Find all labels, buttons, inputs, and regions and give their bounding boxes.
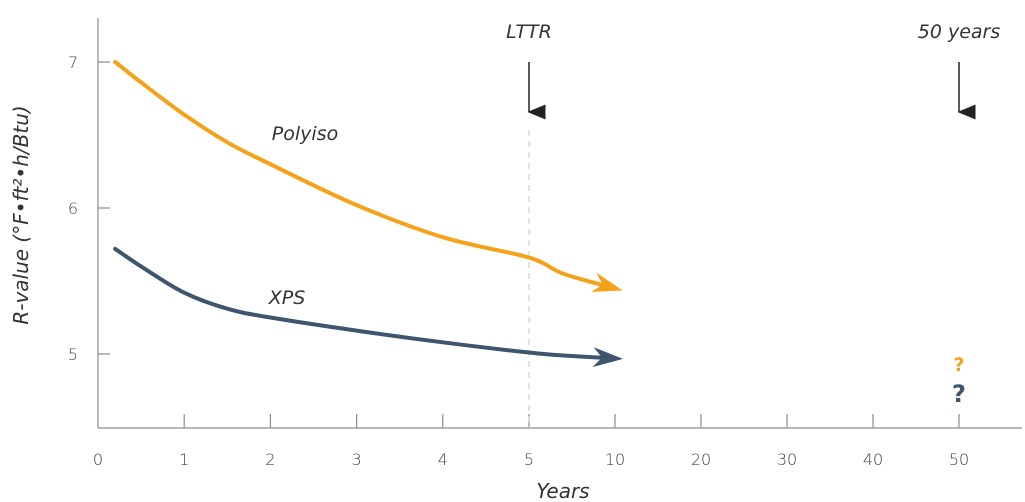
y-axis-title: R-value (°F•ft²•h/Btu) — [9, 105, 33, 324]
series-line — [113, 60, 617, 291]
series-group: Polyiso? XPS? — [113, 60, 966, 408]
series-name-label: XPS — [268, 287, 306, 309]
series-line — [113, 246, 617, 361]
x-axis-title: Years — [536, 479, 589, 502]
x-tick-label: 50 — [949, 450, 969, 469]
annotation-label: LTTR — [506, 21, 552, 43]
unknown-value-mark: ? — [953, 354, 964, 376]
series-arrowhead — [592, 347, 623, 368]
x-tick-label: 10 — [605, 450, 625, 469]
x-tick-label: 30 — [777, 450, 797, 469]
x-tick-label: 3 — [352, 450, 362, 469]
y-tick-label: 5 — [68, 345, 78, 364]
annotation-label: 50 years — [918, 21, 1001, 43]
series-name-label: Polyiso — [272, 123, 338, 145]
x-tick-label: 1 — [179, 450, 189, 469]
y-ticks: 5 6 7 — [68, 53, 110, 364]
annotations: LTTR 50 years — [506, 21, 1000, 428]
y-tick-label: 7 — [68, 53, 78, 72]
x-tick-label: 40 — [863, 450, 883, 469]
x-tick-label: 2 — [265, 450, 275, 469]
y-tick-label: 6 — [68, 199, 78, 218]
x-ticks: 0 1 2 3 4 5 10 20 30 40 50 — [93, 414, 969, 469]
x-tick-label: 0 — [93, 450, 103, 469]
x-tick-label: 4 — [438, 450, 448, 469]
x-tick-label: 20 — [691, 450, 711, 469]
x-tick-label: 5 — [524, 450, 534, 469]
axes — [97, 18, 1022, 429]
series-arrowhead — [591, 272, 623, 292]
unknown-value-mark: ? — [952, 380, 966, 408]
